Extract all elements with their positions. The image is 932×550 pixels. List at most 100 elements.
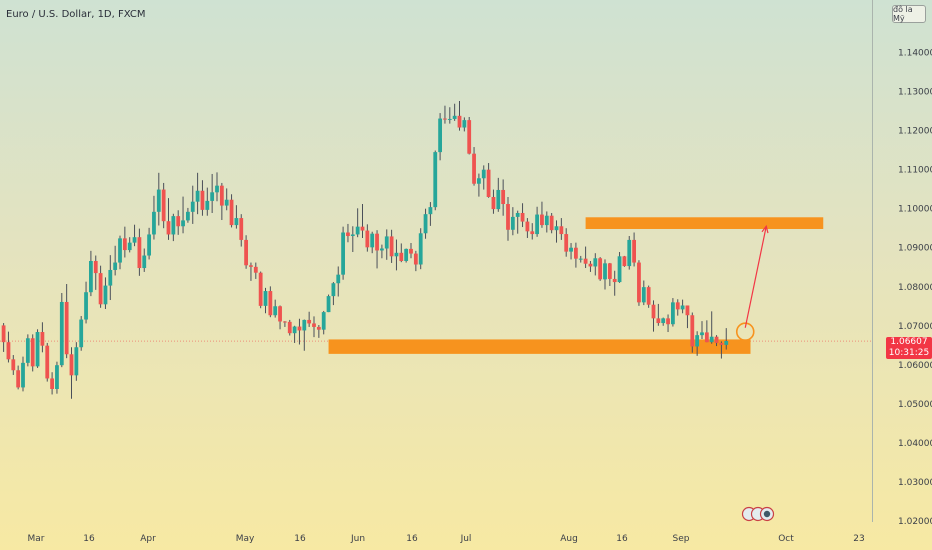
candle-body: [249, 265, 253, 267]
candle-body: [278, 306, 282, 322]
candle: [11, 355, 16, 375]
candle-body: [622, 256, 627, 267]
candle: [491, 189, 496, 214]
candle-body: [554, 226, 559, 231]
candle: [69, 347, 74, 399]
candle-body: [520, 212, 525, 222]
candle-body: [74, 347, 79, 376]
candle-body: [59, 301, 64, 366]
candle-body: [6, 342, 11, 360]
candle: [321, 310, 326, 335]
event-markers[interactable]: [741, 506, 775, 522]
candle-body: [55, 365, 59, 389]
candle: [530, 223, 535, 240]
candle: [612, 270, 617, 296]
candle-body: [190, 201, 195, 212]
candle-body: [341, 232, 345, 275]
candle: [544, 211, 549, 233]
candle: [477, 173, 481, 197]
candle: [501, 179, 506, 216]
time-axis[interactable]: Mar 16 Apr May 16 Jun 16 Jul Aug 16 Sep Oct 23: [28, 534, 865, 544]
candle-body: [161, 189, 166, 222]
candle-body: [365, 230, 370, 248]
candle: [181, 196, 185, 234]
y-tick-label: 1.05000: [898, 400, 932, 410]
candle: [389, 229, 394, 263]
candle: [200, 180, 205, 216]
x-tick-label: Mar: [28, 534, 45, 544]
candle: [21, 356, 25, 392]
candle: [195, 172, 200, 215]
candle-body: [176, 216, 181, 227]
y-tick-label: 1.02000: [898, 517, 932, 527]
candle: [118, 235, 122, 270]
price-axis[interactable]: 1.14000 1.13000 1.12000 1.11000 1.10000 1.090…: [898, 49, 932, 527]
candle-body: [433, 152, 438, 208]
x-tick-label: 16: [616, 534, 628, 544]
x-tick-label: Oct: [778, 534, 794, 544]
chart-title: Euro / U.S. Dollar, 1D, FXCM: [6, 9, 146, 20]
candle-body: [394, 252, 399, 257]
x-tick-label: Sep: [673, 534, 690, 544]
candle-body: [443, 118, 447, 120]
candle-body: [127, 242, 132, 251]
candle-body: [215, 185, 219, 193]
candle-body: [506, 204, 510, 230]
candle-body: [195, 190, 200, 202]
candle: [472, 147, 476, 186]
candle-body: [321, 312, 326, 330]
candle: [680, 299, 685, 314]
candle-body: [428, 207, 433, 215]
candle: [520, 203, 525, 228]
candle-body: [588, 263, 593, 267]
candle-body: [375, 233, 379, 251]
candle-body: [530, 231, 535, 235]
x-tick-label: Jul: [460, 534, 472, 544]
candle: [704, 320, 709, 343]
candle: [297, 318, 302, 345]
candle-body: [253, 266, 258, 273]
candle: [433, 150, 438, 211]
candle-body: [268, 291, 273, 316]
candle: [268, 286, 273, 318]
candle-body: [273, 306, 278, 316]
y-tick-label: 1.13000: [898, 88, 932, 98]
candle-body: [35, 332, 40, 367]
candle-body: [486, 169, 491, 197]
candle-body: [142, 255, 147, 269]
y-tick-label: 1.10000: [898, 205, 932, 215]
candle: [370, 231, 375, 254]
candle: [312, 316, 316, 338]
candle: [651, 300, 656, 332]
candle-body: [147, 234, 151, 256]
candle-body: [646, 287, 651, 305]
candle-body: [263, 291, 268, 306]
projection-arrow: [744, 226, 767, 328]
candle: [219, 182, 224, 221]
candle: [413, 250, 418, 272]
candle: [287, 319, 292, 336]
candle: [103, 277, 108, 309]
candle-body: [477, 178, 481, 184]
currency-tag[interactable]: đô la Mỹ: [892, 5, 926, 23]
candle-body: [481, 169, 486, 179]
candle-body: [389, 236, 394, 257]
candle-body: [462, 120, 467, 128]
candle-body: [695, 335, 700, 347]
candle: [661, 317, 666, 326]
candle-body: [690, 315, 695, 347]
x-tick-label: 16: [406, 534, 418, 544]
candle-body: [607, 263, 612, 279]
zone-rect: [585, 217, 824, 229]
candle-body: [30, 338, 35, 367]
candle-body: [612, 278, 617, 283]
candle: [656, 303, 661, 326]
candle-body: [224, 199, 229, 206]
candle-body: [700, 332, 704, 336]
candle-body: [98, 273, 103, 305]
bar-countdown: 10:31:25: [888, 348, 930, 358]
candle: [399, 243, 404, 263]
candle: [622, 255, 627, 267]
